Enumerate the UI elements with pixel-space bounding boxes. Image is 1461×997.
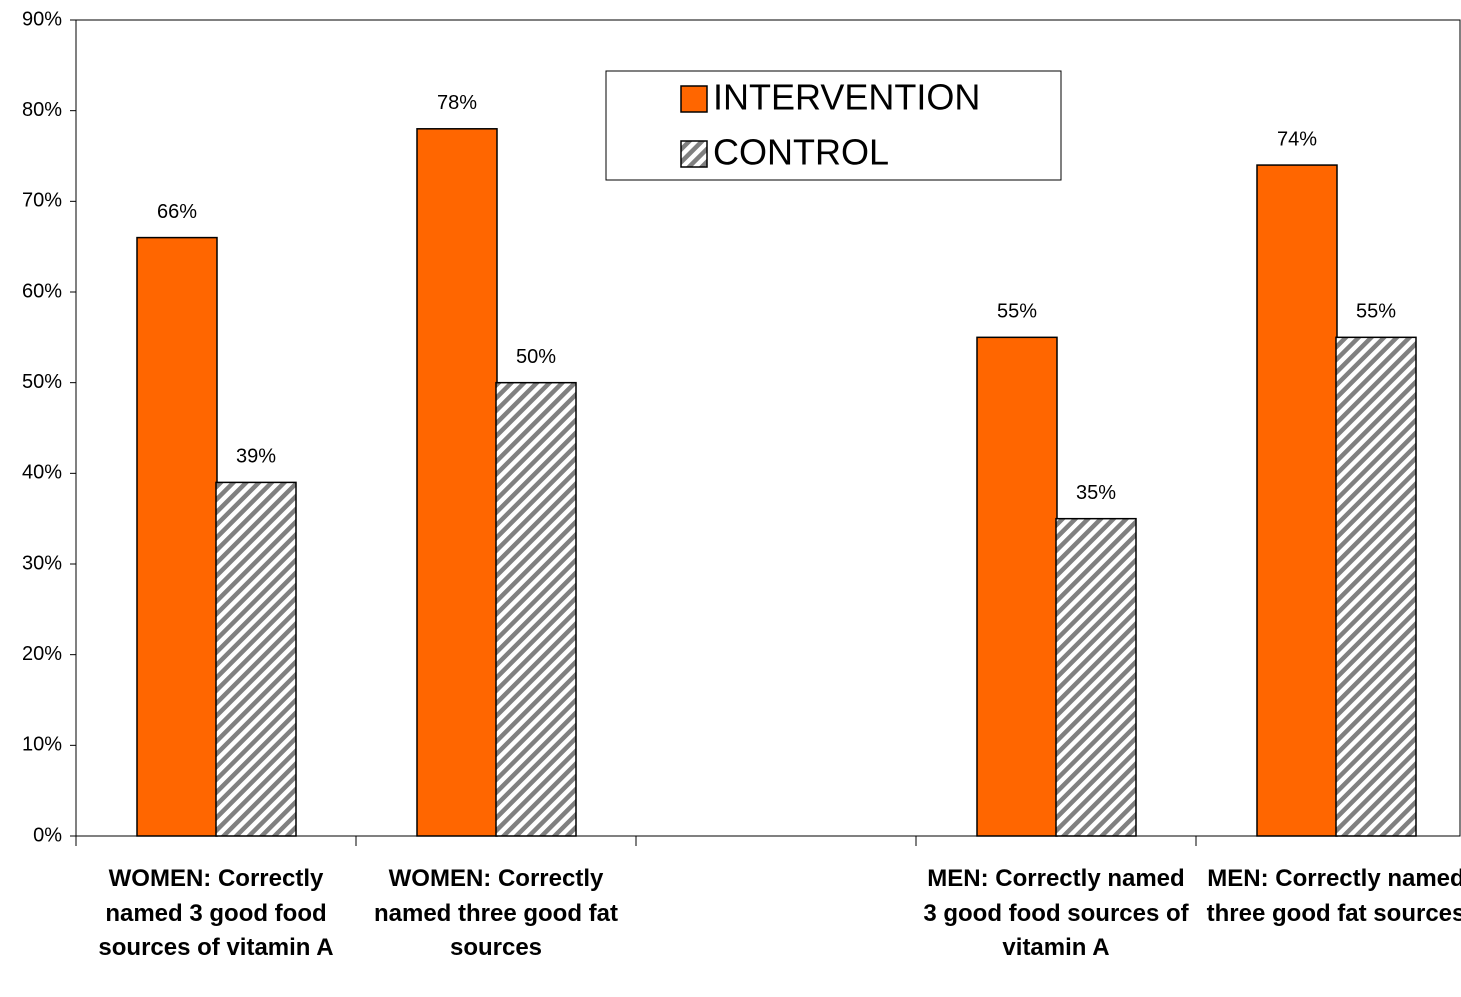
value-label: 66%: [157, 201, 197, 223]
x-tick-label: WOMEN: Correctly named 3 good food sourc…: [98, 865, 334, 961]
x-tick-label: MEN: Correctly named three good fat sour…: [1206, 865, 1461, 927]
bar: [495, 381, 577, 837]
bar: [215, 481, 297, 837]
bar: [1335, 336, 1417, 837]
x-tick-label: WOMEN: Correctly named three good fat so…: [373, 865, 619, 961]
y-tick-label: 40%: [22, 462, 62, 484]
bar: [1055, 517, 1137, 837]
legend-label: INTERVENTION: [713, 77, 980, 118]
y-tick-label: 60%: [22, 280, 62, 302]
value-label: 78%: [437, 92, 477, 114]
y-tick-label: 70%: [22, 190, 62, 212]
y-tick-label: 50%: [22, 371, 62, 393]
value-label: 55%: [997, 301, 1037, 323]
value-label: 39%: [236, 446, 276, 468]
y-tick-label: 0%: [33, 824, 62, 846]
value-label: 74%: [1277, 128, 1317, 150]
bar: [416, 128, 498, 837]
bar: [136, 236, 218, 837]
legend-swatch: [680, 85, 708, 113]
y-tick-label: 30%: [22, 552, 62, 574]
plot-frame: [75, 19, 1461, 837]
y-tick-label: 90%: [22, 8, 62, 30]
bar: [976, 336, 1058, 837]
bar: [1256, 164, 1338, 837]
y-tick-label: 20%: [22, 643, 62, 665]
legend-swatch: [680, 140, 708, 168]
value-label: 55%: [1356, 301, 1396, 323]
y-tick-label: 10%: [22, 734, 62, 756]
legend-label: CONTROL: [713, 132, 889, 173]
value-label: 50%: [516, 346, 556, 368]
x-tick-label: MEN: Correctly named 3 good food sources…: [923, 865, 1189, 961]
value-label: 35%: [1076, 482, 1116, 504]
y-tick-label: 80%: [22, 99, 62, 121]
